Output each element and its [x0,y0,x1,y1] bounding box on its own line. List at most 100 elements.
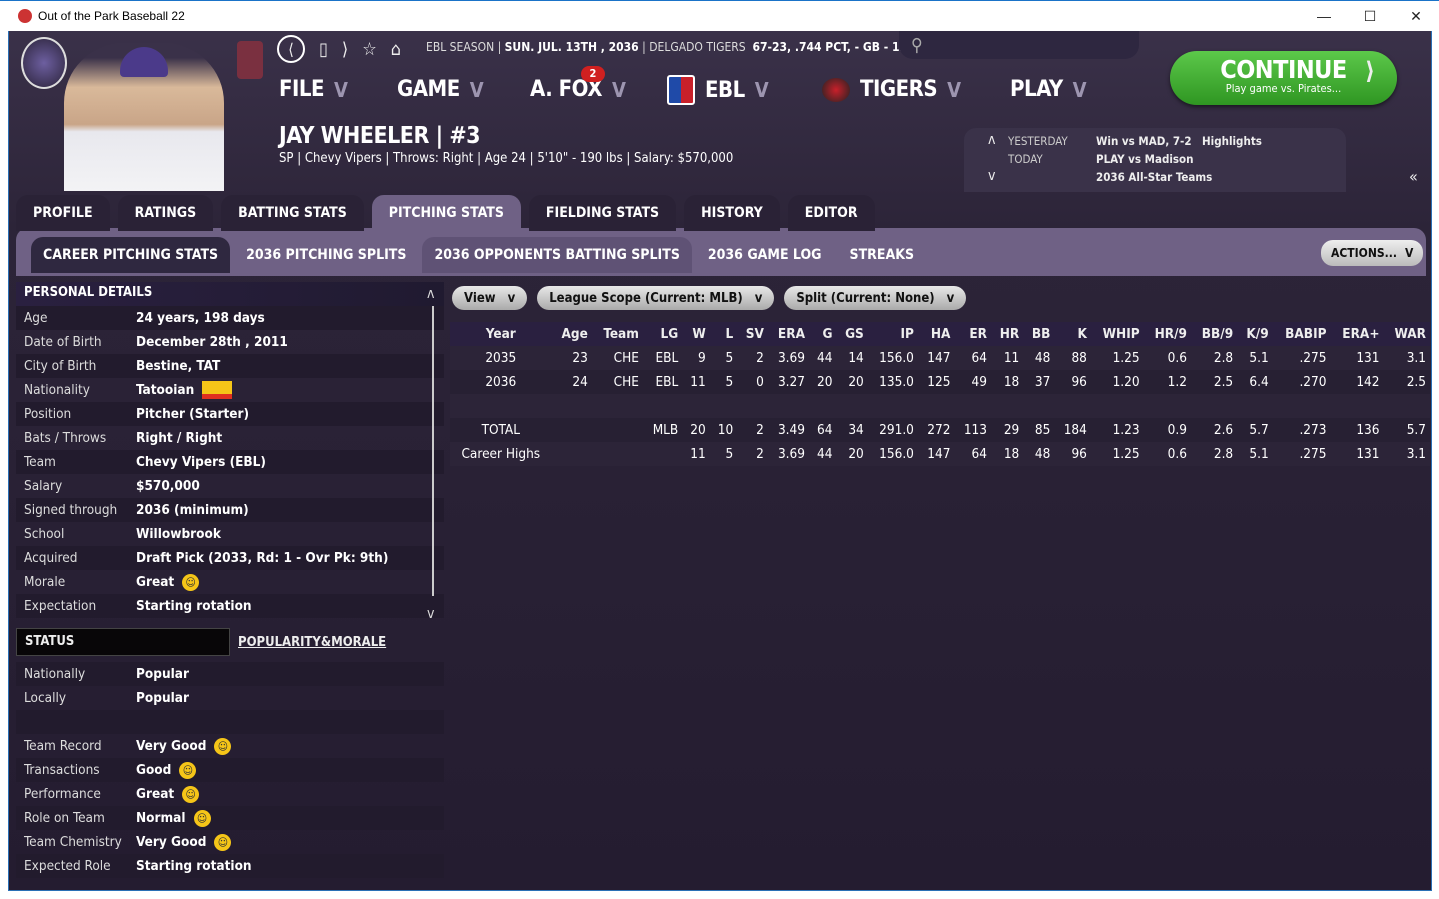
column-header[interactable]: G [808,322,837,346]
team-logo [822,77,850,102]
chevron-right-icon: ⟩ [1365,57,1375,85]
tab-pitching-stats[interactable]: PITCHING STATS [371,195,521,231]
menu-league[interactable]: EBL V [667,75,769,105]
detail-value-text: Great [136,786,175,802]
column-header[interactable]: K/9 [1237,322,1273,346]
player-name: JAY WHEELER | #3 [279,123,481,149]
column-header[interactable]: WHIP [1090,322,1144,346]
game-logo[interactable] [21,37,67,89]
tab-history[interactable]: HISTORY [684,195,780,231]
menu-file[interactable]: FILE V [279,77,348,102]
all-star-link[interactable]: 2036 All-Star Teams [1096,170,1213,184]
table-cell: EBL [655,350,679,366]
home-icon[interactable]: ⌂ [390,38,402,60]
column-header[interactable]: HR [991,322,1024,346]
minimize-button[interactable]: — [1317,8,1331,24]
menu-play[interactable]: PLAY V [1010,77,1087,102]
today-game[interactable]: PLAY vs Madison [1096,152,1194,166]
notification-badge: 2 [581,66,605,82]
detail-row: Morale Great ☺ [16,570,444,594]
popularity-morale-link[interactable]: POPULARITY&MORALE [238,634,387,650]
detail-value-text: $570,000 [136,478,200,494]
column-header[interactable]: HA [917,322,955,346]
table-cell [1191,394,1237,418]
table-cell: 3.49 [777,422,805,438]
star-icon[interactable]: ☆ [362,38,377,60]
column-header[interactable]: LG [642,322,683,346]
column-header[interactable]: K [1054,322,1091,346]
detail-value: Popular [136,666,189,682]
column-header[interactable]: BABIP [1272,322,1331,346]
menu-team[interactable]: TIGERS V [822,77,961,102]
window-titlebar: Out of the Park Baseball 22 — ☐ ✕ [0,0,1439,31]
table-cell: 2.6 [1213,422,1234,438]
table-cell [1330,394,1383,418]
highlights-link[interactable]: Highlights [1202,134,1262,148]
table-cell: 1.20 [1112,374,1140,390]
scrollbar-thumb[interactable] [432,306,434,596]
column-header[interactable]: L [709,322,738,346]
column-header[interactable]: ERA [767,322,809,346]
main-tabs: PROFILE RATINGS BATTING STATS PITCHING S… [16,195,875,231]
search-box[interactable]: ⚲ [899,31,1139,59]
table-cell [991,394,1023,418]
forward-icon[interactable]: ⟩ [341,38,349,60]
subtab-career-pitching[interactable]: CAREER PITCHING STATS [31,237,231,273]
tab-profile[interactable]: PROFILE [16,195,110,231]
details-scrollbar[interactable]: ʌ v [427,286,439,626]
detail-value-text: Normal [136,810,186,826]
league-scope-dropdown[interactable]: League Scope (Current: MLB) v [537,286,775,310]
column-header[interactable]: HR/9 [1143,322,1191,346]
detail-label: Signed through [24,502,118,518]
table-cell [1054,394,1091,418]
column-header[interactable]: SV [737,322,768,346]
detail-row: Team Chevy Vipers (EBL) [16,450,444,474]
scroll-down-icon[interactable]: v [988,168,996,184]
table-cell: 131 [1356,446,1380,462]
close-button[interactable]: ✕ [1410,7,1422,24]
menu-manager[interactable]: A. FOX V [530,77,626,102]
column-header[interactable]: WAR [1383,322,1430,346]
continue-button[interactable]: CONTINUE Play game vs. Pirates... ⟩ [1170,51,1397,105]
scroll-down-icon[interactable]: v [427,606,435,622]
tab-ratings[interactable]: RATINGS [117,195,214,231]
view-dropdown[interactable]: View v [452,286,528,310]
bookmark-icon[interactable]: ▯ [319,38,328,60]
maximize-button[interactable]: ☐ [1363,7,1377,24]
yesterday-result[interactable]: Win vs MAD, 7-2 [1096,134,1192,148]
menu-label: PLAY [1010,77,1063,102]
tab-fielding-stats[interactable]: FIELDING STATS [528,195,677,231]
column-header[interactable]: Age [551,322,592,346]
back-icon[interactable]: ⟨ [277,35,305,63]
column-header[interactable]: W [682,322,710,346]
status-list: Nationally Popular Locally Popular Team Reco… [16,662,444,878]
column-header[interactable]: BB [1023,322,1055,346]
subtab-game-log[interactable]: 2036 GAME LOG [707,247,822,263]
subtab-pitching-splits[interactable]: 2036 PITCHING SPLITS [246,247,407,263]
table-cell: 18 [1003,446,1020,462]
table-cell: 49 [971,374,987,390]
scroll-up-icon[interactable]: ʌ [427,286,435,302]
tab-editor[interactable]: EDITOR [787,195,875,231]
column-header[interactable]: ER [954,322,991,346]
actions-button[interactable]: ACTIONS... V [1321,240,1424,266]
column-header[interactable]: Team [591,322,643,346]
table-cell: 5 [725,350,734,366]
table-cell: 96 [1071,446,1087,462]
table-cell [592,442,643,466]
collapse-icon[interactable]: « [1409,167,1418,186]
detail-row: Expected Role Starting rotation [16,854,444,878]
column-header[interactable]: Year [450,322,552,346]
detail-value: Good ☺ [136,761,197,779]
column-header[interactable]: BB/9 [1190,322,1238,346]
column-header[interactable]: IP [867,322,918,346]
scroll-up-icon[interactable]: ʌ [988,132,996,148]
subtab-opponents-splits[interactable]: 2036 OPPONENTS BATTING SPLITS [422,237,692,273]
menu-game[interactable]: GAME V [397,77,484,102]
column-header[interactable]: ERA+ [1330,322,1384,346]
subtab-streaks[interactable]: STREAKS [849,247,915,263]
split-dropdown[interactable]: Split (Current: None) v [784,286,967,310]
table-cell [710,394,737,418]
column-header[interactable]: GS [836,322,868,346]
tab-batting-stats[interactable]: BATTING STATS [221,195,364,231]
